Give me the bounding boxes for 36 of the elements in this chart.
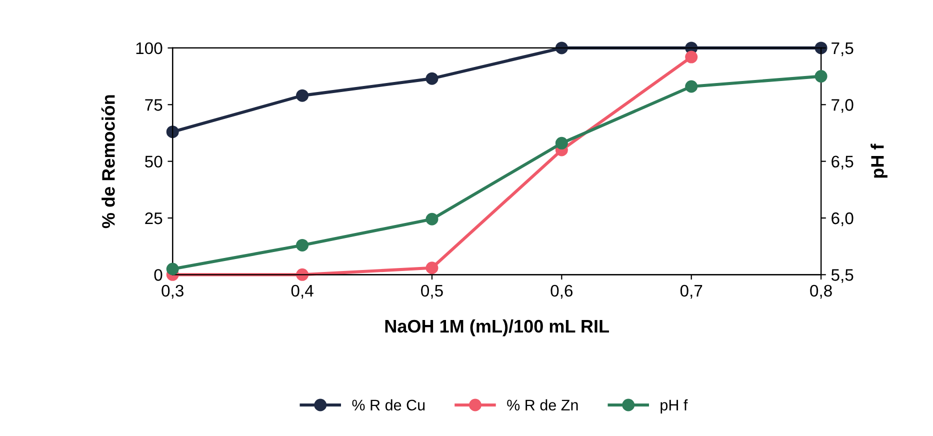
y-tick-label: 75	[145, 99, 162, 111]
point	[296, 268, 309, 281]
x-tick-label: 0,3	[162, 284, 184, 299]
x-tick-label: 0,5	[421, 284, 443, 299]
point	[814, 42, 828, 54]
x-tick-label: 0,6	[550, 284, 573, 299]
x-tick-label: 0,4	[291, 284, 314, 299]
point	[166, 262, 179, 276]
x-axis-title: NaOH 1M (mL)/100 mL RIL	[385, 319, 609, 336]
y-tick-label: 50	[145, 156, 162, 168]
y2-tick-label: 5,5	[831, 269, 854, 283]
y-axis-title: % de Remoción	[101, 95, 115, 228]
point	[426, 212, 438, 226]
point	[166, 126, 179, 138]
y2-tick-label: 6,5	[832, 156, 854, 170]
point	[426, 262, 438, 274]
x-tick-label: 0,8	[810, 284, 832, 299]
x-tick-label: 0,7	[680, 284, 702, 299]
point	[814, 70, 828, 83]
point	[685, 80, 698, 93]
legend-label: % R de Cu	[352, 399, 425, 411]
legend-label: pH f	[660, 399, 688, 414]
point	[555, 42, 568, 54]
point	[555, 136, 568, 150]
point	[426, 72, 438, 85]
point	[296, 238, 309, 252]
legend-label: % R de Zn	[507, 399, 578, 411]
y-tick-label: 0	[154, 269, 162, 281]
y2-tick-label: 6,0	[832, 212, 854, 226]
y2-tick-label: 7,5	[832, 42, 854, 56]
point	[685, 50, 698, 64]
y-tick-label: 100	[136, 42, 162, 54]
point	[296, 89, 309, 102]
y-tick-label: 25	[145, 212, 162, 224]
y2-tick-label: 7,0	[832, 99, 854, 113]
y2-axis-title: pH f	[870, 144, 888, 178]
